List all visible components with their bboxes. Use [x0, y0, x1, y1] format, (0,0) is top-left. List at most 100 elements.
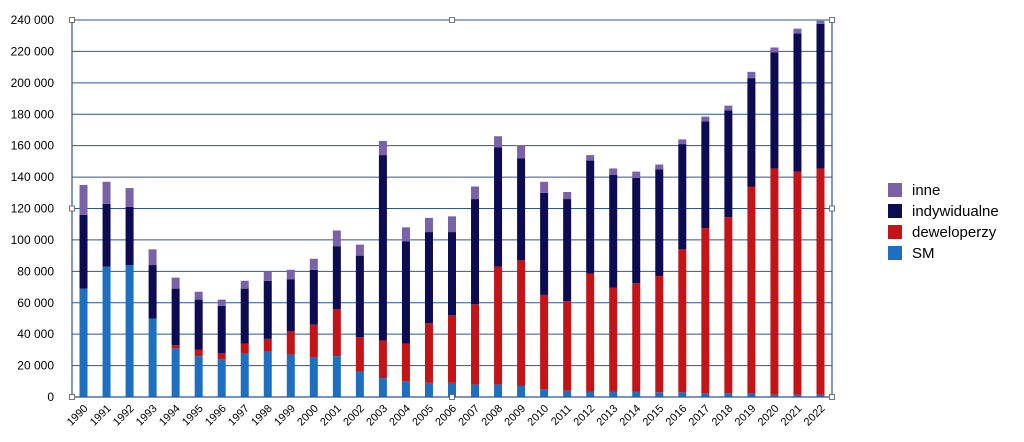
bar-segment-sm	[655, 392, 664, 397]
bar-segment-inne	[448, 216, 456, 233]
bar-segment-sm	[632, 391, 641, 397]
bar-segment-deweloperzy	[747, 186, 756, 394]
bar-segment-sm	[747, 393, 756, 397]
bar-segment-indywidualne	[540, 192, 549, 295]
y-tick-label: 200 000	[11, 76, 55, 90]
x-tick-label: 2013	[595, 403, 621, 429]
x-tick-label: 2010	[525, 403, 551, 429]
bar-segment-inne	[355, 244, 364, 256]
bar-segment-deweloperzy	[171, 345, 180, 349]
y-tick-label: 20 000	[17, 359, 54, 373]
bar-segment-deweloperzy	[194, 349, 203, 357]
resize-handle	[69, 394, 75, 400]
bar-segment-sm	[79, 288, 88, 397]
bar-segment-indywidualne	[655, 169, 664, 277]
bar-segment-deweloperzy	[701, 228, 710, 394]
bar-segment-sm	[471, 384, 480, 397]
bar-segment-deweloperzy	[770, 168, 779, 395]
bar-segment-inne	[79, 184, 88, 215]
bar-segment-sm	[240, 353, 249, 397]
bar-segment-inne	[125, 188, 134, 207]
bar-segment-sm	[724, 393, 733, 397]
bar-segment-indywidualne	[816, 23, 825, 169]
bar-segment-indywidualne	[586, 160, 595, 274]
bar-segment-inne	[517, 145, 526, 159]
x-tick-label: 2005	[410, 403, 436, 429]
legend-swatch-inne	[888, 183, 902, 197]
bar-segment-indywidualne	[609, 174, 618, 288]
bar-segment-indywidualne	[424, 232, 433, 324]
y-tick-label: 220 000	[11, 44, 55, 58]
bar-segment-deweloperzy	[586, 273, 595, 392]
x-tick-label: 1996	[203, 403, 229, 429]
bar-segment-indywidualne	[355, 255, 364, 338]
bar-segment-inne	[378, 140, 387, 156]
x-tick-label: 1999	[272, 403, 298, 429]
bar-segment-sm	[540, 389, 549, 397]
x-tick-label: 2018	[710, 403, 736, 429]
x-tick-label: 2001	[318, 403, 344, 429]
x-tick-label: 2006	[433, 403, 459, 429]
bar-segment-sm	[309, 357, 318, 397]
bar-segment-indywidualne	[793, 33, 802, 172]
x-tick-label: 2000	[295, 403, 321, 429]
bar-segment-inne	[401, 227, 410, 242]
bar-segment-indywidualne	[517, 158, 526, 261]
legend: inne indywidualne deweloperzy SM	[888, 182, 999, 262]
x-tick-label: 2016	[664, 403, 690, 429]
bar-segment-inne	[148, 249, 157, 266]
bar-segment-indywidualne	[701, 121, 710, 229]
bar-segment-inne	[609, 168, 618, 175]
legend-label-sm: SM	[912, 245, 935, 262]
x-tick-label: 2007	[456, 403, 482, 429]
x-tick-label: 2009	[502, 403, 528, 429]
bar-segment-sm	[678, 392, 687, 397]
bar-segment-sm	[448, 382, 456, 397]
legend-swatch-sm	[888, 246, 902, 260]
selection-handles	[69, 17, 835, 400]
bar-segment-sm	[286, 354, 295, 397]
y-tick-label: 60 000	[17, 296, 54, 310]
bar-segment-indywidualne	[724, 110, 733, 218]
bar-segment-sm	[355, 371, 364, 397]
bar-segment-deweloperzy	[540, 294, 549, 390]
bar-segment-deweloperzy	[263, 338, 272, 352]
bar-segment-sm	[701, 393, 710, 397]
bar-segment-inne	[586, 155, 595, 161]
x-tick-label: 2004	[387, 403, 413, 429]
bar-segment-deweloperzy	[632, 283, 641, 392]
bar-segment-deweloperzy	[494, 266, 503, 385]
x-tick-label: 2008	[479, 403, 505, 429]
bar-segment-sm	[586, 391, 595, 397]
bar-segment-inne	[424, 217, 433, 233]
bar-segment-sm	[148, 318, 157, 397]
bar-segment-inne	[309, 258, 318, 270]
x-tick-label: 2014	[618, 403, 644, 429]
bar-segment-inne	[563, 192, 572, 200]
y-tick-label: 240 000	[11, 13, 55, 27]
bar-segment-sm	[816, 394, 825, 397]
bar-segment-sm	[494, 384, 503, 397]
bar-segment-inne	[194, 291, 203, 300]
bar-segment-deweloperzy	[332, 309, 341, 357]
bar-segment-indywidualne	[747, 78, 756, 187]
bar-segment-inne	[793, 28, 802, 34]
bar-segment-indywidualne	[448, 232, 456, 316]
bar-segment-indywidualne	[309, 269, 318, 325]
bar-segment-sm	[263, 351, 272, 397]
bar-segment-sm	[194, 356, 203, 397]
bar-segment-inne	[540, 181, 549, 193]
bar-segment-inne	[701, 116, 710, 122]
x-tick-label: 2012	[572, 403, 598, 429]
bar-segment-inne	[171, 277, 180, 289]
bar-segment-indywidualne	[678, 144, 687, 250]
bar-segment-deweloperzy	[309, 324, 318, 358]
bar-segment-inne	[724, 105, 733, 111]
x-tick-label: 1995	[180, 403, 206, 429]
bar-segment-sm	[125, 265, 134, 397]
bar-segment-deweloperzy	[655, 276, 664, 393]
bar-segment-inne	[102, 181, 111, 204]
x-tick-label: 1990	[65, 403, 91, 429]
bar-segment-indywidualne	[217, 305, 226, 354]
